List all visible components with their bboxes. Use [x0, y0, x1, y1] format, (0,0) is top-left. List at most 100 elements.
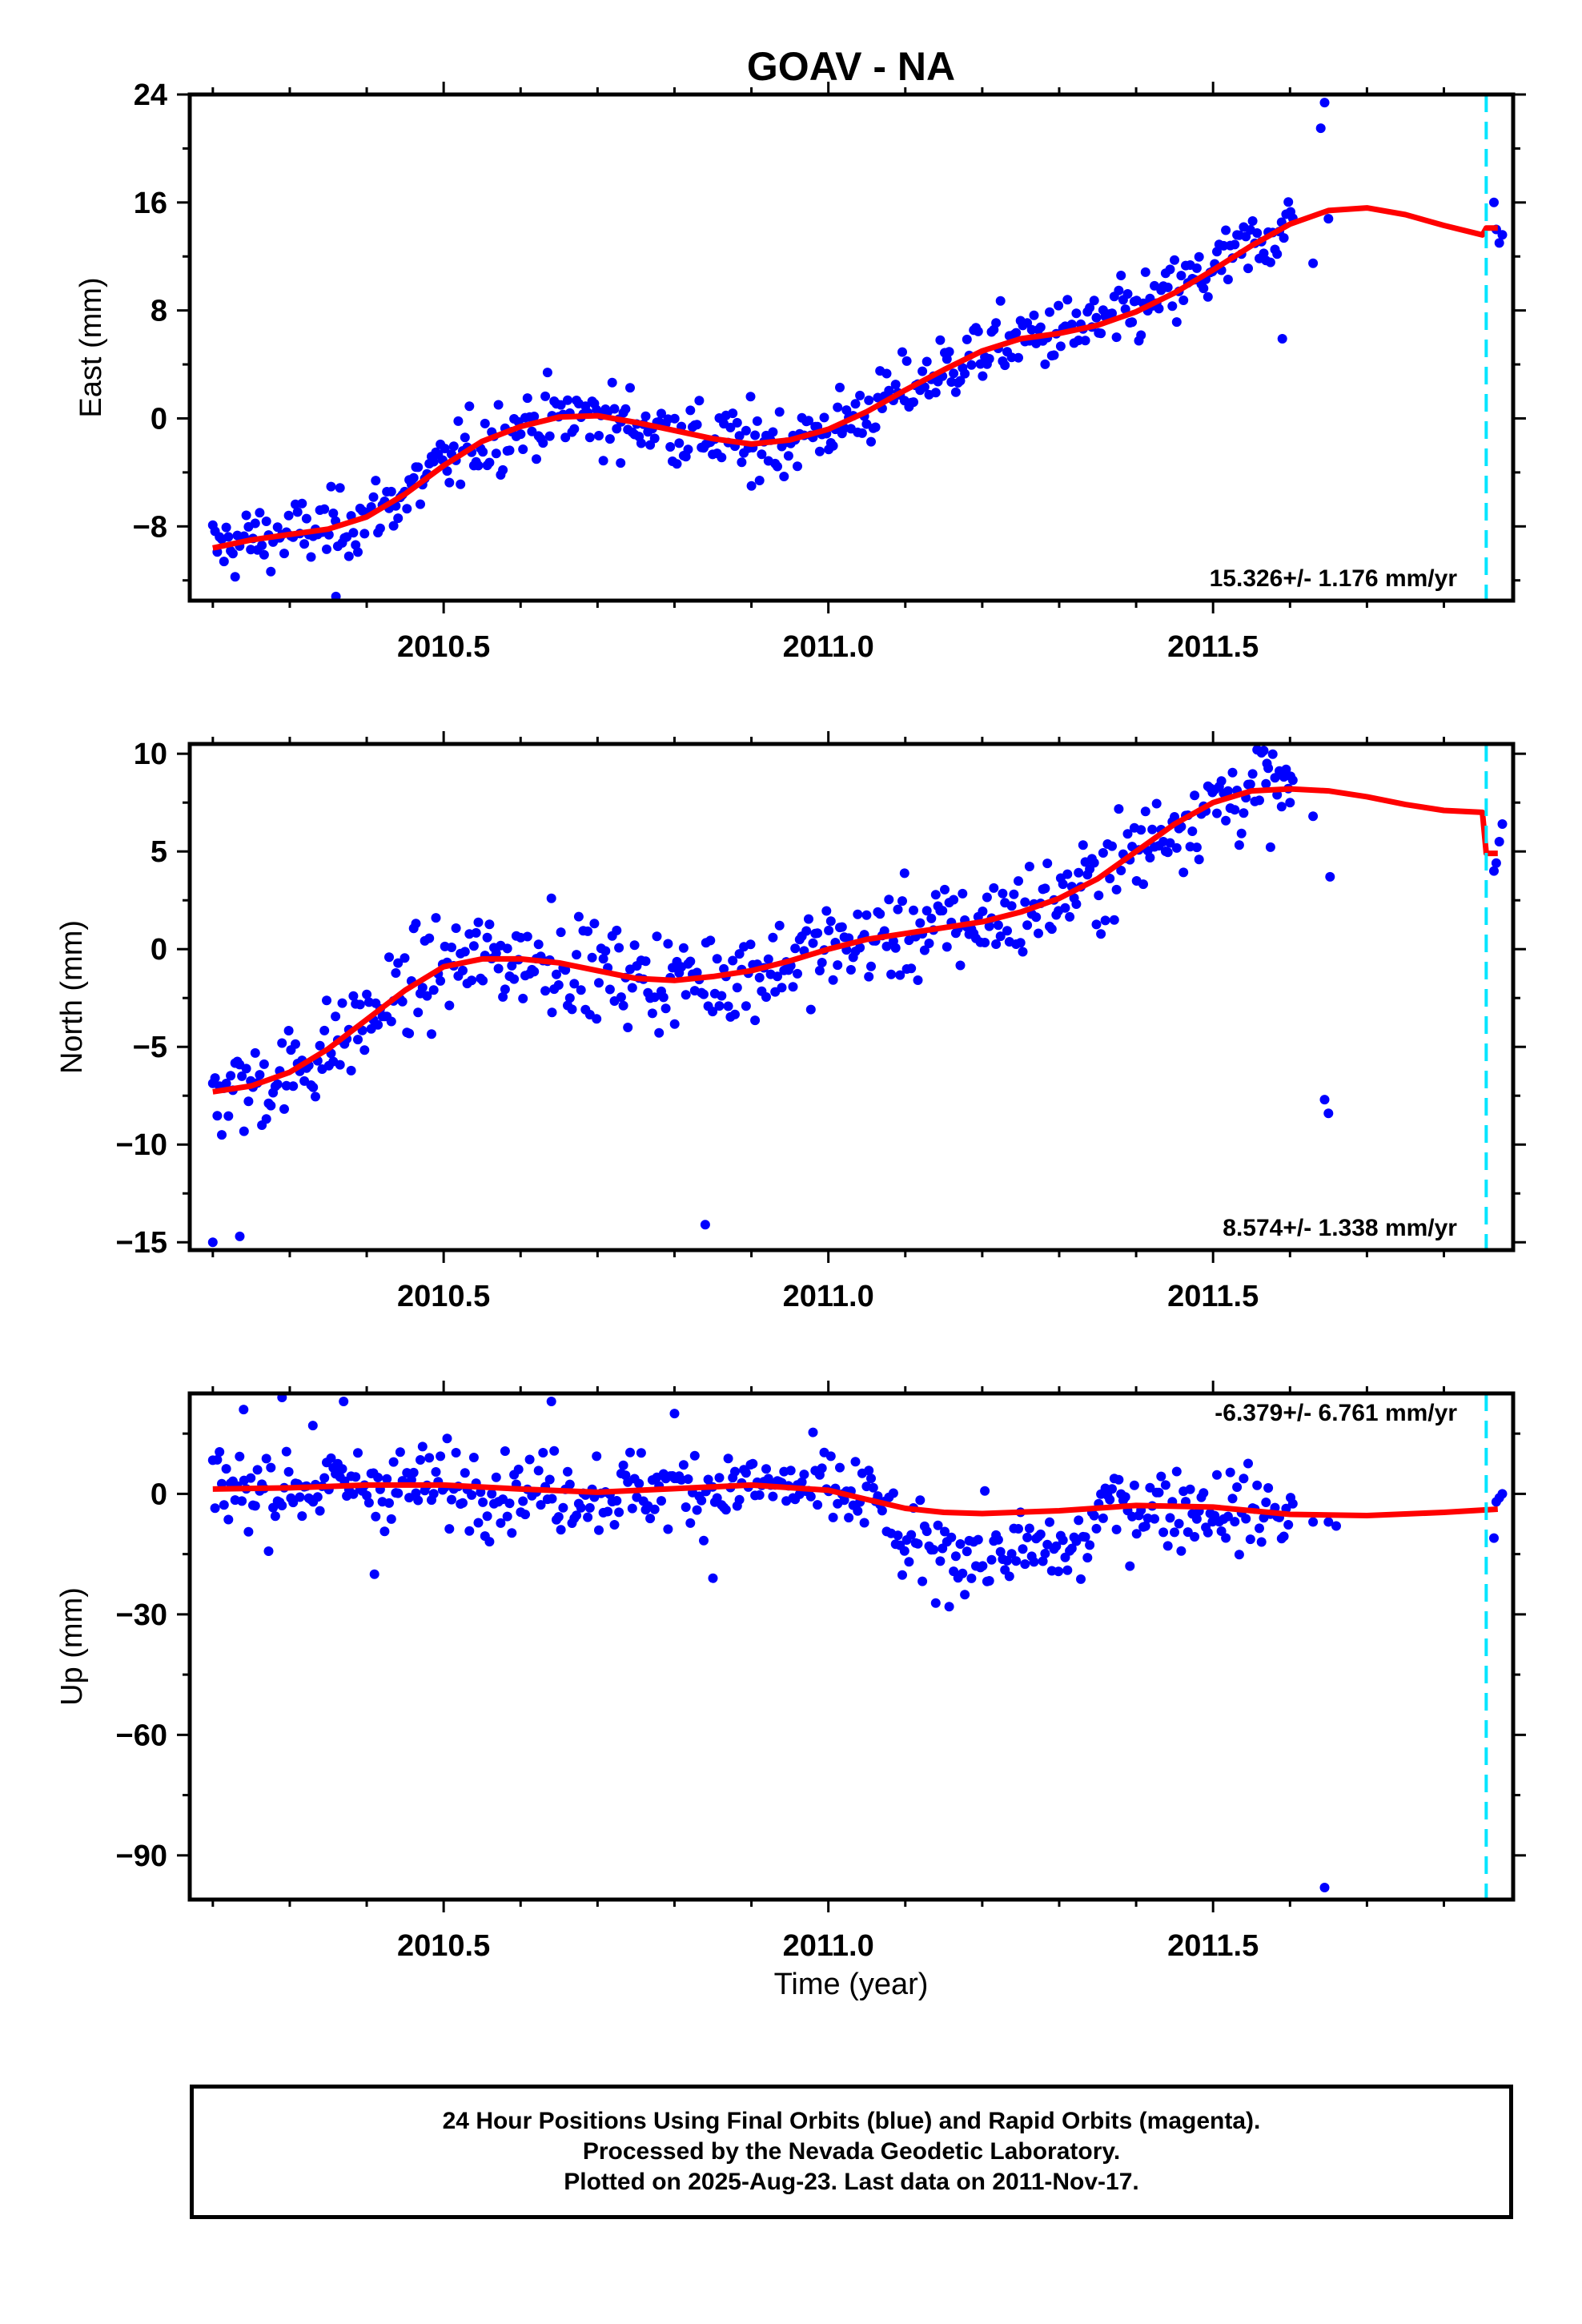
up-data-point — [395, 1447, 405, 1458]
north-data-point — [500, 984, 510, 995]
north-data-point — [386, 1016, 396, 1027]
east-data-point — [973, 326, 983, 336]
north-data-point — [1074, 867, 1084, 878]
north-data-point — [1009, 889, 1019, 899]
east-data-point — [319, 504, 330, 514]
east-panel: 2010.5 2011.0 2011.5 −8 0 8 16 24 East (mm) 15.… — [74, 78, 1526, 664]
north-data-point — [1276, 802, 1287, 812]
north-data-point — [989, 883, 999, 893]
up-data-point — [1216, 1526, 1227, 1536]
east-data-point — [540, 391, 551, 401]
east-y-axis-title: East (mm) — [74, 277, 108, 417]
east-data-point — [855, 390, 865, 400]
up-outlier-point — [1331, 1521, 1341, 1531]
up-data-point — [1107, 1484, 1117, 1494]
up-outlier-point — [708, 1573, 718, 1583]
up-data-point — [689, 1450, 700, 1461]
north-data-point — [899, 868, 909, 879]
up-data-point — [212, 1454, 223, 1465]
up-data-point — [1022, 1532, 1033, 1542]
east-data-point — [1165, 264, 1175, 275]
north-data-point — [337, 998, 347, 1008]
east-data-point — [692, 420, 702, 430]
up-data-point — [1029, 1557, 1039, 1567]
up-data-point — [1076, 1574, 1086, 1584]
north-data-point — [1105, 874, 1115, 883]
north-data-point — [322, 995, 331, 1006]
north-outlier-point — [1285, 798, 1295, 808]
north-data-point — [982, 892, 992, 903]
north-data-point — [793, 968, 802, 979]
up-data-point — [1171, 1466, 1182, 1477]
east-data-point — [323, 529, 334, 540]
east-data-point — [261, 517, 271, 526]
east-outlier-point — [1308, 258, 1319, 268]
north-data-point — [768, 932, 778, 943]
north-data-point — [658, 992, 669, 1003]
north-data-point — [879, 926, 889, 936]
east-data-point — [669, 413, 680, 424]
north-data-point — [886, 969, 897, 979]
north-data-point — [730, 1009, 740, 1019]
east-data-point — [328, 509, 339, 518]
east-data-layer: 2010.5 2011.0 2011.5 −8 0 8 16 24 — [133, 78, 1526, 664]
up-data-point — [319, 1473, 330, 1483]
north-data-point — [938, 906, 948, 916]
up-data-point — [379, 1526, 390, 1537]
up-data-point — [980, 1486, 990, 1496]
east-data-point — [1014, 352, 1023, 363]
north-data-point — [422, 991, 432, 1001]
up-data-point — [263, 1546, 274, 1556]
north-data-point — [1221, 815, 1231, 826]
up-data-point — [808, 1427, 818, 1437]
up-x-tick-label: 2011.0 — [783, 1929, 874, 1963]
up-data-point — [649, 1504, 660, 1514]
north-data-point — [547, 1007, 557, 1018]
up-data-point — [1085, 1540, 1095, 1550]
north-data-point — [1230, 805, 1240, 815]
north-data-point — [1022, 920, 1033, 931]
east-outlier-point — [1277, 334, 1287, 344]
up-data-point — [297, 1511, 307, 1522]
up-data-point — [1024, 1523, 1034, 1534]
north-y-tick-label: 10 — [134, 738, 167, 771]
east-data-point — [257, 541, 267, 550]
up-data-point — [877, 1506, 887, 1516]
up-data-point — [627, 1503, 637, 1514]
up-data-point — [1020, 1559, 1030, 1570]
up-data-point — [408, 1467, 419, 1478]
east-data-point — [850, 399, 861, 409]
east-data-point — [408, 472, 419, 483]
east-data-point — [841, 405, 852, 416]
north-data-point — [618, 1000, 628, 1011]
north-data-point — [468, 941, 479, 951]
east-data-point — [448, 441, 459, 452]
east-data-point — [1194, 251, 1204, 262]
up-data-point — [921, 1526, 932, 1537]
up-data-point — [402, 1468, 412, 1478]
north-data-point — [741, 1001, 751, 1011]
up-data-point — [584, 1502, 595, 1513]
north-data-point — [995, 931, 1006, 942]
up-data-point — [1131, 1529, 1142, 1539]
up-data-point — [518, 1496, 528, 1506]
north-data-point — [1267, 749, 1278, 759]
north-data-point — [576, 985, 586, 995]
north-data-point — [391, 968, 401, 978]
north-data-point — [837, 922, 847, 932]
north-data-point — [652, 931, 662, 942]
north-outlier-point — [1323, 1108, 1334, 1119]
north-data-point — [266, 1100, 276, 1111]
up-data-point — [491, 1472, 501, 1482]
east-data-point — [768, 427, 778, 437]
north-data-point — [460, 947, 470, 957]
up-data-point — [576, 1502, 586, 1513]
east-data-point — [737, 457, 747, 468]
north-outlier-point — [1262, 758, 1272, 769]
up-data-point — [950, 1551, 961, 1562]
east-data-point — [230, 572, 240, 582]
north-data-point — [1255, 795, 1264, 806]
up-data-point — [315, 1506, 325, 1516]
north-data-point — [482, 932, 492, 943]
up-data-point — [424, 1453, 435, 1463]
